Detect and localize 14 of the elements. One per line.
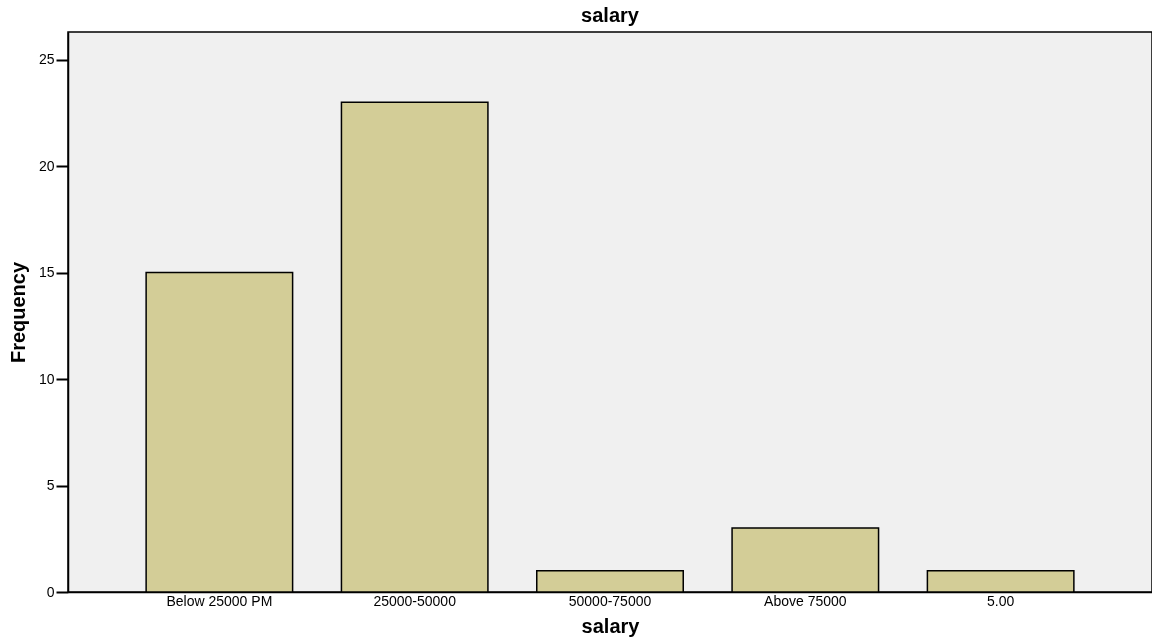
x-tick-label: 5.00	[987, 592, 1015, 609]
y-tick-label: 25	[38, 51, 55, 68]
chart-title: salary	[581, 4, 640, 26]
x-tick-label: 50000-75000	[568, 592, 652, 609]
y-tick-label: 20	[38, 157, 55, 174]
y-tick-label: 0	[46, 583, 55, 600]
x-axis-title: salary	[581, 614, 641, 637]
y-axis-title: Frequency	[6, 261, 29, 364]
y-tick-label: 10	[38, 370, 55, 387]
y-tick-label: 15	[38, 264, 55, 281]
x-tick-label: 25000-50000	[373, 592, 457, 609]
x-tick-label: Below 25000 PM	[166, 592, 273, 609]
y-tick-label: 5	[46, 477, 55, 494]
x-tick-label: Above 75000	[764, 592, 847, 609]
